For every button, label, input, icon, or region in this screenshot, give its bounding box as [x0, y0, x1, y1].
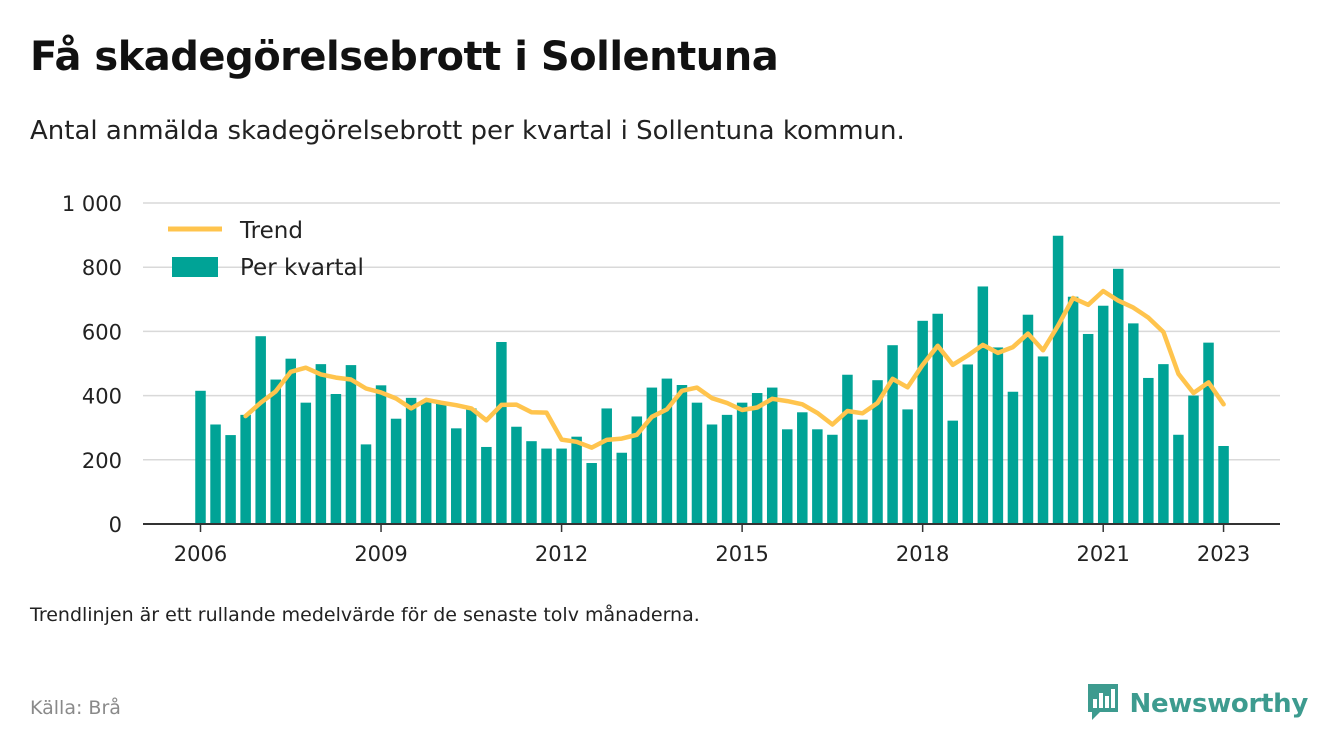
bar	[797, 412, 808, 524]
bar	[631, 416, 643, 524]
bar	[1037, 356, 1049, 524]
bar	[766, 387, 778, 524]
bar	[887, 345, 898, 524]
legend-bars-label: Per kvartal	[240, 255, 364, 281]
bar	[556, 448, 567, 524]
bar	[1173, 434, 1184, 524]
bar	[451, 428, 462, 524]
bar	[947, 420, 958, 524]
bar	[330, 393, 342, 524]
bar	[992, 347, 1004, 524]
bar	[932, 313, 943, 524]
x-tick-label: 2015	[715, 542, 768, 566]
bar	[420, 400, 432, 524]
trend-line	[243, 288, 1226, 450]
brand-name: Newsworthy	[1129, 689, 1309, 719]
bar	[255, 336, 266, 524]
y-tick-label: 200	[82, 449, 122, 473]
bar	[195, 390, 206, 524]
bar	[842, 374, 853, 524]
chart-subtitle: Antal anmälda skadegörelsebrott per kvar…	[30, 116, 905, 146]
bar	[481, 446, 492, 524]
y-tick-label: 600	[82, 320, 122, 344]
chart-area: 0 200 400 600 800 1 000 2006 2009 2012 2015 2018 20…	[62, 192, 1280, 566]
y-tick-label: 800	[82, 256, 122, 280]
bar	[917, 320, 928, 524]
bar	[285, 358, 297, 524]
bar	[962, 364, 974, 524]
bar	[1112, 268, 1124, 524]
chart-title: Få skadegörelsebrott i Sollentuna	[30, 34, 779, 80]
bar	[586, 463, 597, 524]
bar	[571, 436, 582, 524]
bar	[1143, 377, 1154, 524]
y-tick-label: 0	[109, 513, 122, 537]
bar	[857, 419, 868, 524]
bar	[721, 414, 733, 524]
bar	[872, 380, 883, 524]
legend: Trend Per kvartal	[168, 218, 364, 281]
bar	[736, 402, 748, 524]
bar	[435, 402, 447, 524]
bar	[1128, 323, 1139, 524]
bar	[315, 364, 327, 524]
bar	[706, 424, 718, 524]
bar	[827, 434, 838, 524]
gridlines	[143, 202, 1280, 461]
bar	[676, 385, 688, 524]
x-tick-label: 2012	[535, 542, 588, 566]
bar	[225, 435, 236, 524]
bar	[240, 414, 251, 524]
bar	[782, 429, 793, 524]
bar	[1097, 305, 1109, 524]
legend-bars-swatch	[172, 257, 218, 277]
bar	[1067, 296, 1079, 524]
bar	[1203, 342, 1214, 524]
bar	[511, 426, 522, 524]
bar	[345, 365, 357, 524]
bars-series	[195, 235, 1229, 524]
footnote: Trendlinjen är ett rullande medelvärde f…	[30, 604, 700, 626]
legend-trend-label: Trend	[239, 218, 303, 244]
bar	[616, 452, 628, 524]
trend-series	[243, 288, 1226, 450]
bar	[270, 379, 281, 524]
bar	[1218, 445, 1229, 524]
bar	[691, 402, 703, 524]
bar	[977, 286, 989, 524]
bar	[1052, 235, 1064, 524]
bar	[1158, 364, 1169, 524]
brand-logo: Newsworthy	[1086, 682, 1308, 726]
bar	[601, 408, 612, 524]
bar	[300, 402, 312, 524]
x-tick-label: 2023	[1197, 542, 1250, 566]
bar	[375, 385, 387, 524]
y-tick-label: 1 000	[62, 192, 122, 216]
x-tick-label: 2006	[174, 542, 227, 566]
bar	[646, 387, 658, 524]
bar	[390, 418, 402, 524]
bar	[1082, 333, 1094, 524]
axes: 0 200 400 600 800 1 000 2006 2009 2012 2015 2018 20…	[62, 192, 1280, 566]
bar	[902, 409, 913, 524]
bar	[496, 341, 507, 524]
bar	[1022, 314, 1034, 524]
x-tick-label: 2009	[354, 542, 407, 566]
bar	[1007, 391, 1019, 524]
x-tick-label: 2021	[1076, 542, 1129, 566]
bar	[751, 393, 763, 524]
x-tick-label: 2018	[896, 542, 949, 566]
bar	[541, 448, 552, 524]
bar	[526, 441, 537, 524]
bar	[405, 397, 417, 524]
y-tick-label: 400	[82, 385, 122, 409]
newsworthy-bar-chart-icon	[1086, 682, 1120, 726]
bar	[1188, 395, 1199, 524]
bar	[812, 429, 823, 524]
bar	[466, 408, 477, 524]
bar	[210, 424, 221, 524]
bar	[360, 444, 372, 524]
bar	[661, 378, 673, 524]
source-label: Källa: Brå	[30, 697, 121, 719]
